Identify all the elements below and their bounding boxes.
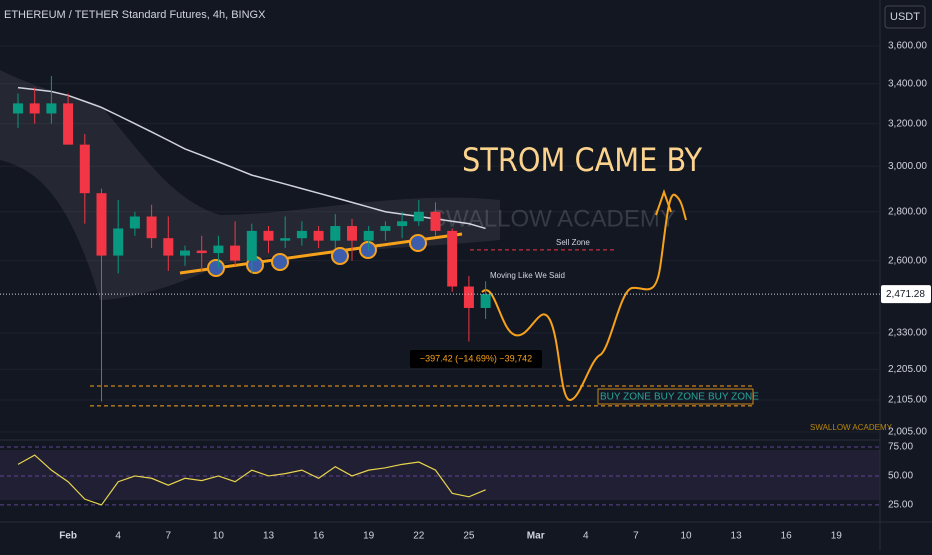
touch-circle (409, 234, 427, 252)
x-tick-label: 16 (781, 531, 793, 542)
x-tick-label: 16 (313, 531, 325, 542)
buy-zone-label: BUY ZONE (654, 392, 705, 403)
touch-circle (331, 247, 349, 265)
touch-circle (271, 253, 289, 271)
x-tick-label: 22 (413, 531, 425, 542)
candle-body (480, 294, 491, 308)
y-tick-label: 3,400.00 (888, 78, 927, 89)
watermark-small: SWALLOW ACADEMY (810, 423, 893, 432)
candle-body (347, 226, 357, 241)
candle-body (397, 221, 408, 227)
candle-body (246, 230, 257, 261)
rsi-tick-label: 50.00 (888, 471, 913, 482)
y-tick-label: 3,000.00 (888, 161, 927, 172)
candle-body (129, 216, 140, 229)
candle-body (79, 144, 90, 194)
rsi-tick-label: 25.00 (888, 500, 913, 511)
candle-body (163, 238, 174, 256)
candle-body (63, 103, 74, 145)
headline: STROM CAME BY (462, 141, 702, 179)
buy-zone-label: BUY ZONE (708, 392, 759, 403)
candle-body (230, 245, 241, 261)
candle-body (330, 226, 341, 241)
last-price-box (881, 285, 931, 304)
candle-body (447, 230, 458, 287)
x-tick-label: 4 (583, 531, 589, 542)
rsi-tick-label: 75.00 (888, 442, 913, 453)
candle-body (13, 103, 23, 114)
candle-body (280, 238, 291, 241)
candle-body (113, 228, 124, 256)
buy-zone-box (597, 388, 754, 405)
y-tick-label: 2,105.00 (888, 395, 927, 406)
rsi-band (0, 450, 880, 500)
candle-body (213, 245, 224, 254)
candle-body (380, 226, 391, 231)
currency-button[interactable] (884, 5, 926, 29)
y-tick-label: 2,205.00 (888, 364, 927, 375)
candle-body (313, 230, 324, 241)
y-tick-label: 2,600.00 (888, 255, 927, 266)
candle-body (196, 250, 207, 254)
y-tick-label: 2,800.00 (888, 206, 927, 217)
moving-label: Moving Like We Said (490, 271, 565, 280)
x-tick-label: 19 (831, 531, 843, 542)
candle-body (296, 230, 307, 239)
x-tick-label: 10 (213, 531, 225, 542)
x-tick-label: 7 (633, 531, 639, 542)
candle-body (180, 250, 190, 256)
y-tick-label: 2,330.00 (888, 328, 927, 339)
watermark: SWALLOW ACADEMY (430, 205, 676, 232)
measure-label: −397.42 (−14.69%) −39,742 (420, 353, 532, 363)
touch-circle (359, 241, 377, 259)
x-tick-label: 19 (363, 531, 375, 542)
candle-body (363, 230, 374, 241)
touch-circles (207, 234, 427, 277)
touch-circle (207, 259, 225, 277)
y-tick-label: 3,600.00 (888, 41, 927, 52)
chart-title: ETHEREUM / TETHER Standard Futures, 4h, … (4, 9, 266, 21)
x-tick-label: 4 (115, 531, 121, 542)
candle-body (146, 216, 157, 239)
candle-body (46, 103, 57, 114)
candle-body (96, 193, 107, 256)
x-tick-label: 25 (463, 531, 475, 542)
rsi-line (17, 454, 486, 506)
candle-body (413, 211, 424, 222)
candle-body (463, 286, 474, 308)
projection-path (481, 193, 687, 402)
sell-zone-label: Sell Zone (556, 238, 590, 247)
bollinger-band (0, 70, 500, 300)
last-price-label: 2,471.28 (886, 289, 925, 300)
currency-label: USDT (890, 11, 920, 23)
x-tick-label: Feb (59, 531, 77, 542)
measure-box (410, 350, 542, 368)
y-tick-label: 3,200.00 (888, 118, 927, 129)
candle-body (263, 230, 274, 241)
x-tick-label: Mar (527, 531, 545, 542)
x-tick-label: 13 (731, 531, 743, 542)
buy-zone-label: BUY ZONE (600, 392, 651, 403)
x-tick-label: 13 (263, 531, 275, 542)
moving-average (17, 86, 486, 230)
x-tick-label: 7 (166, 531, 172, 542)
candle-body (430, 211, 441, 231)
x-tick-label: 10 (680, 531, 692, 542)
y-tick-label: 2,005.00 (888, 427, 927, 438)
projection-arrow (655, 188, 672, 216)
candle-body (29, 103, 40, 114)
